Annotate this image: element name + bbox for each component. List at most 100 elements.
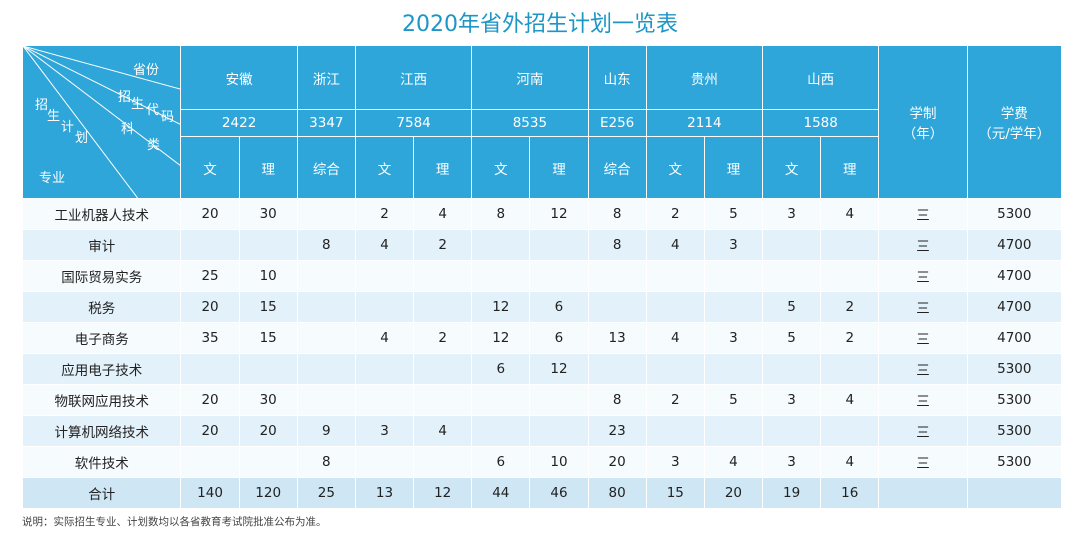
quota-cell: [820, 229, 880, 261]
province-guizhou: 贵州: [645, 45, 764, 110]
quota-cell: 13: [587, 322, 647, 354]
table-row: 工业机器人技术 20 30 2 4 8 12 8 2 5 3 4 三 5300: [21, 198, 1063, 230]
quota-cell: 80: [587, 477, 647, 509]
quota-cell: 20: [180, 198, 240, 230]
fee-cell: 5300: [966, 415, 1063, 447]
quota-cell: [703, 260, 764, 292]
province-shanxi: 山西: [762, 45, 880, 110]
duration-cell: 三: [878, 198, 968, 230]
quota-cell: 120: [238, 477, 298, 509]
major-name: 电子商务: [21, 322, 182, 354]
quota-cell: [354, 291, 415, 323]
page-title: 2020年省外招生计划一览表: [402, 12, 678, 37]
duration-cell: 三: [878, 353, 968, 385]
quota-cell: 30: [238, 198, 298, 230]
quota-cell: [762, 260, 822, 292]
table-row: 电子商务 35 15 4 2 12 6 13 4 3 5 2 三 4700: [21, 322, 1063, 354]
quota-cell: 2: [354, 198, 415, 230]
quota-cell: 12: [529, 353, 589, 385]
quota-cell: [703, 415, 764, 447]
quota-cell: 44: [471, 477, 531, 509]
province-henan: 河南: [471, 45, 589, 110]
quota-cell: 8: [587, 198, 647, 230]
duration-cell: 三: [878, 384, 968, 416]
table-row: 国际贸易实务 25 10 三 4700: [21, 260, 1063, 292]
quota-cell: [703, 291, 764, 323]
province-anhui: 安徽: [180, 45, 298, 110]
quota-cell: [645, 353, 705, 385]
quota-cell: 6: [471, 353, 531, 385]
quota-cell: [762, 415, 822, 447]
quota-cell: 8: [296, 446, 356, 478]
corner-label-plan-4: 划: [75, 131, 89, 146]
quota-cell: 4: [413, 198, 473, 230]
quota-cell: [238, 353, 298, 385]
major-name: 税务: [21, 291, 182, 323]
quota-cell: [296, 384, 356, 416]
fee-cell: 5300: [966, 198, 1063, 230]
corner-label-plan-2: 生: [47, 109, 61, 124]
quota-cell: 4: [820, 446, 880, 478]
fee-cell: 5300: [966, 446, 1063, 478]
quota-cell: [645, 260, 705, 292]
quota-cell: [354, 446, 415, 478]
header-fee-label: 学费: [1000, 106, 1028, 122]
quota-cell: 2: [413, 229, 473, 261]
major-name: 工业机器人技术: [21, 198, 182, 230]
corner-label-plan-3: 计: [61, 120, 75, 135]
quota-cell: 2: [645, 384, 705, 416]
quota-cell: [820, 260, 880, 292]
quota-cell: [529, 384, 589, 416]
header-duration-label: 学制: [909, 106, 937, 122]
quota-cell: 23: [587, 415, 647, 447]
quota-cell: [413, 446, 473, 478]
subject-header: 理: [413, 136, 473, 199]
subject-header: 文: [762, 136, 822, 199]
duration-cell: [878, 477, 968, 509]
code-guizhou: 2114: [645, 109, 764, 137]
quota-cell: [354, 260, 415, 292]
quota-cell: 20: [238, 415, 298, 447]
quota-cell: 6: [471, 446, 531, 478]
subject-header: 文: [471, 136, 531, 199]
quota-cell: 10: [529, 446, 589, 478]
quota-cell: 3: [762, 198, 822, 230]
code-shandong: E256: [587, 109, 647, 137]
quota-cell: 3: [703, 322, 764, 354]
quota-cell: [587, 291, 647, 323]
duration-cell: 三: [878, 415, 968, 447]
fee-cell: 4700: [966, 229, 1063, 261]
corner-label-province: 省份: [133, 63, 160, 78]
fee-cell: 5300: [966, 384, 1063, 416]
duration-cell: 三: [878, 260, 968, 292]
quota-cell: [529, 415, 589, 447]
quota-cell: 9: [296, 415, 356, 447]
corner-label-code-3: 代: [146, 103, 160, 118]
quota-cell: 8: [587, 384, 647, 416]
corner-label-code-2: 生: [131, 97, 145, 112]
quota-cell: 15: [238, 322, 298, 354]
total-row: 合计 140 120 25 13 12 44 46 80 15 20 19 16: [21, 477, 1063, 509]
table-row: 审计 8 4 2 8 4 3 三 4700: [21, 229, 1063, 261]
quota-cell: [296, 291, 356, 323]
quota-cell: 2: [413, 322, 473, 354]
quota-cell: [645, 291, 705, 323]
table-row: 计算机网络技术 20 20 9 3 4 23 三 5300: [21, 415, 1063, 447]
quota-cell: 2: [820, 291, 880, 323]
quota-cell: 20: [180, 415, 240, 447]
quota-cell: [180, 229, 240, 261]
quota-cell: [762, 353, 822, 385]
quota-cell: 5: [703, 384, 764, 416]
header-duration: 学制 （年）: [878, 45, 968, 199]
quota-cell: 12: [471, 291, 531, 323]
quota-cell: 4: [354, 229, 415, 261]
quota-cell: [471, 384, 531, 416]
quota-cell: 5: [703, 198, 764, 230]
quota-cell: 46: [529, 477, 589, 509]
quota-cell: 20: [587, 446, 647, 478]
quota-cell: 20: [180, 291, 240, 323]
quota-cell: 12: [529, 198, 589, 230]
quota-cell: 13: [354, 477, 415, 509]
subject-header: 文: [645, 136, 705, 199]
quota-cell: 16: [820, 477, 880, 509]
